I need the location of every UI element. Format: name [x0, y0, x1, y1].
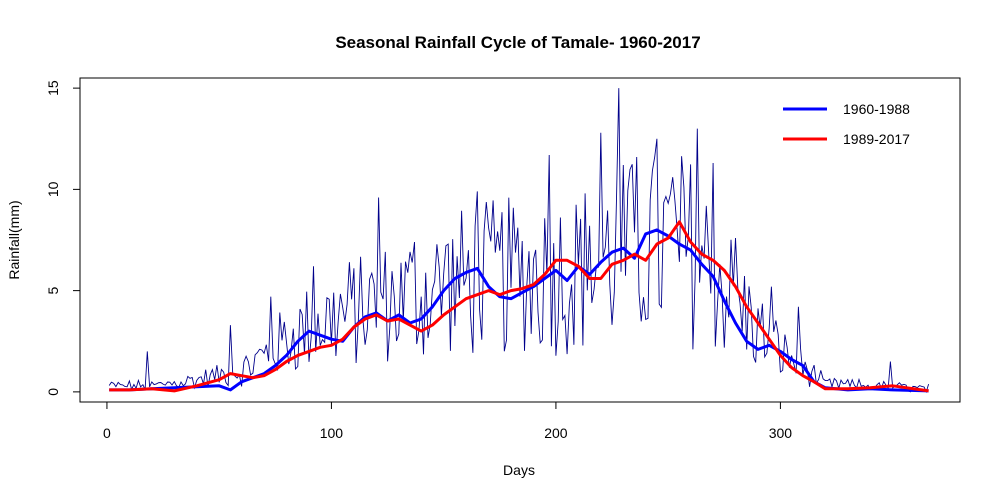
- y-tick-label: 15: [45, 80, 61, 96]
- y-axis: 0 5 10 15: [45, 80, 81, 396]
- y-tick-label: 10: [45, 181, 61, 197]
- chart-title: Seasonal Rainfall Cycle of Tamale- 1960-…: [335, 33, 700, 52]
- plot-area: [108, 88, 930, 393]
- y-axis-label: Rainfall(mm): [6, 200, 22, 279]
- series-line-1989-2017: [109, 220, 929, 393]
- x-tick-label: 300: [769, 425, 793, 441]
- x-tick-label: 0: [103, 425, 111, 441]
- x-tick-label: 100: [320, 425, 344, 441]
- plot-frame: [79, 77, 961, 403]
- legend-label: 1989-2017: [843, 131, 910, 147]
- series-line-1960-1988: [109, 228, 929, 393]
- x-tick-label: 200: [544, 425, 568, 441]
- series-line-daily: [108, 88, 930, 393]
- y-tick-label: 5: [45, 287, 61, 295]
- x-axis: 0 100 200 300: [103, 401, 793, 441]
- legend: 1960-1988 1989-2017: [783, 101, 910, 147]
- x-axis-label: Days: [503, 462, 535, 478]
- y-tick-label: 0: [45, 388, 61, 396]
- legend-label: 1960-1988: [843, 101, 910, 117]
